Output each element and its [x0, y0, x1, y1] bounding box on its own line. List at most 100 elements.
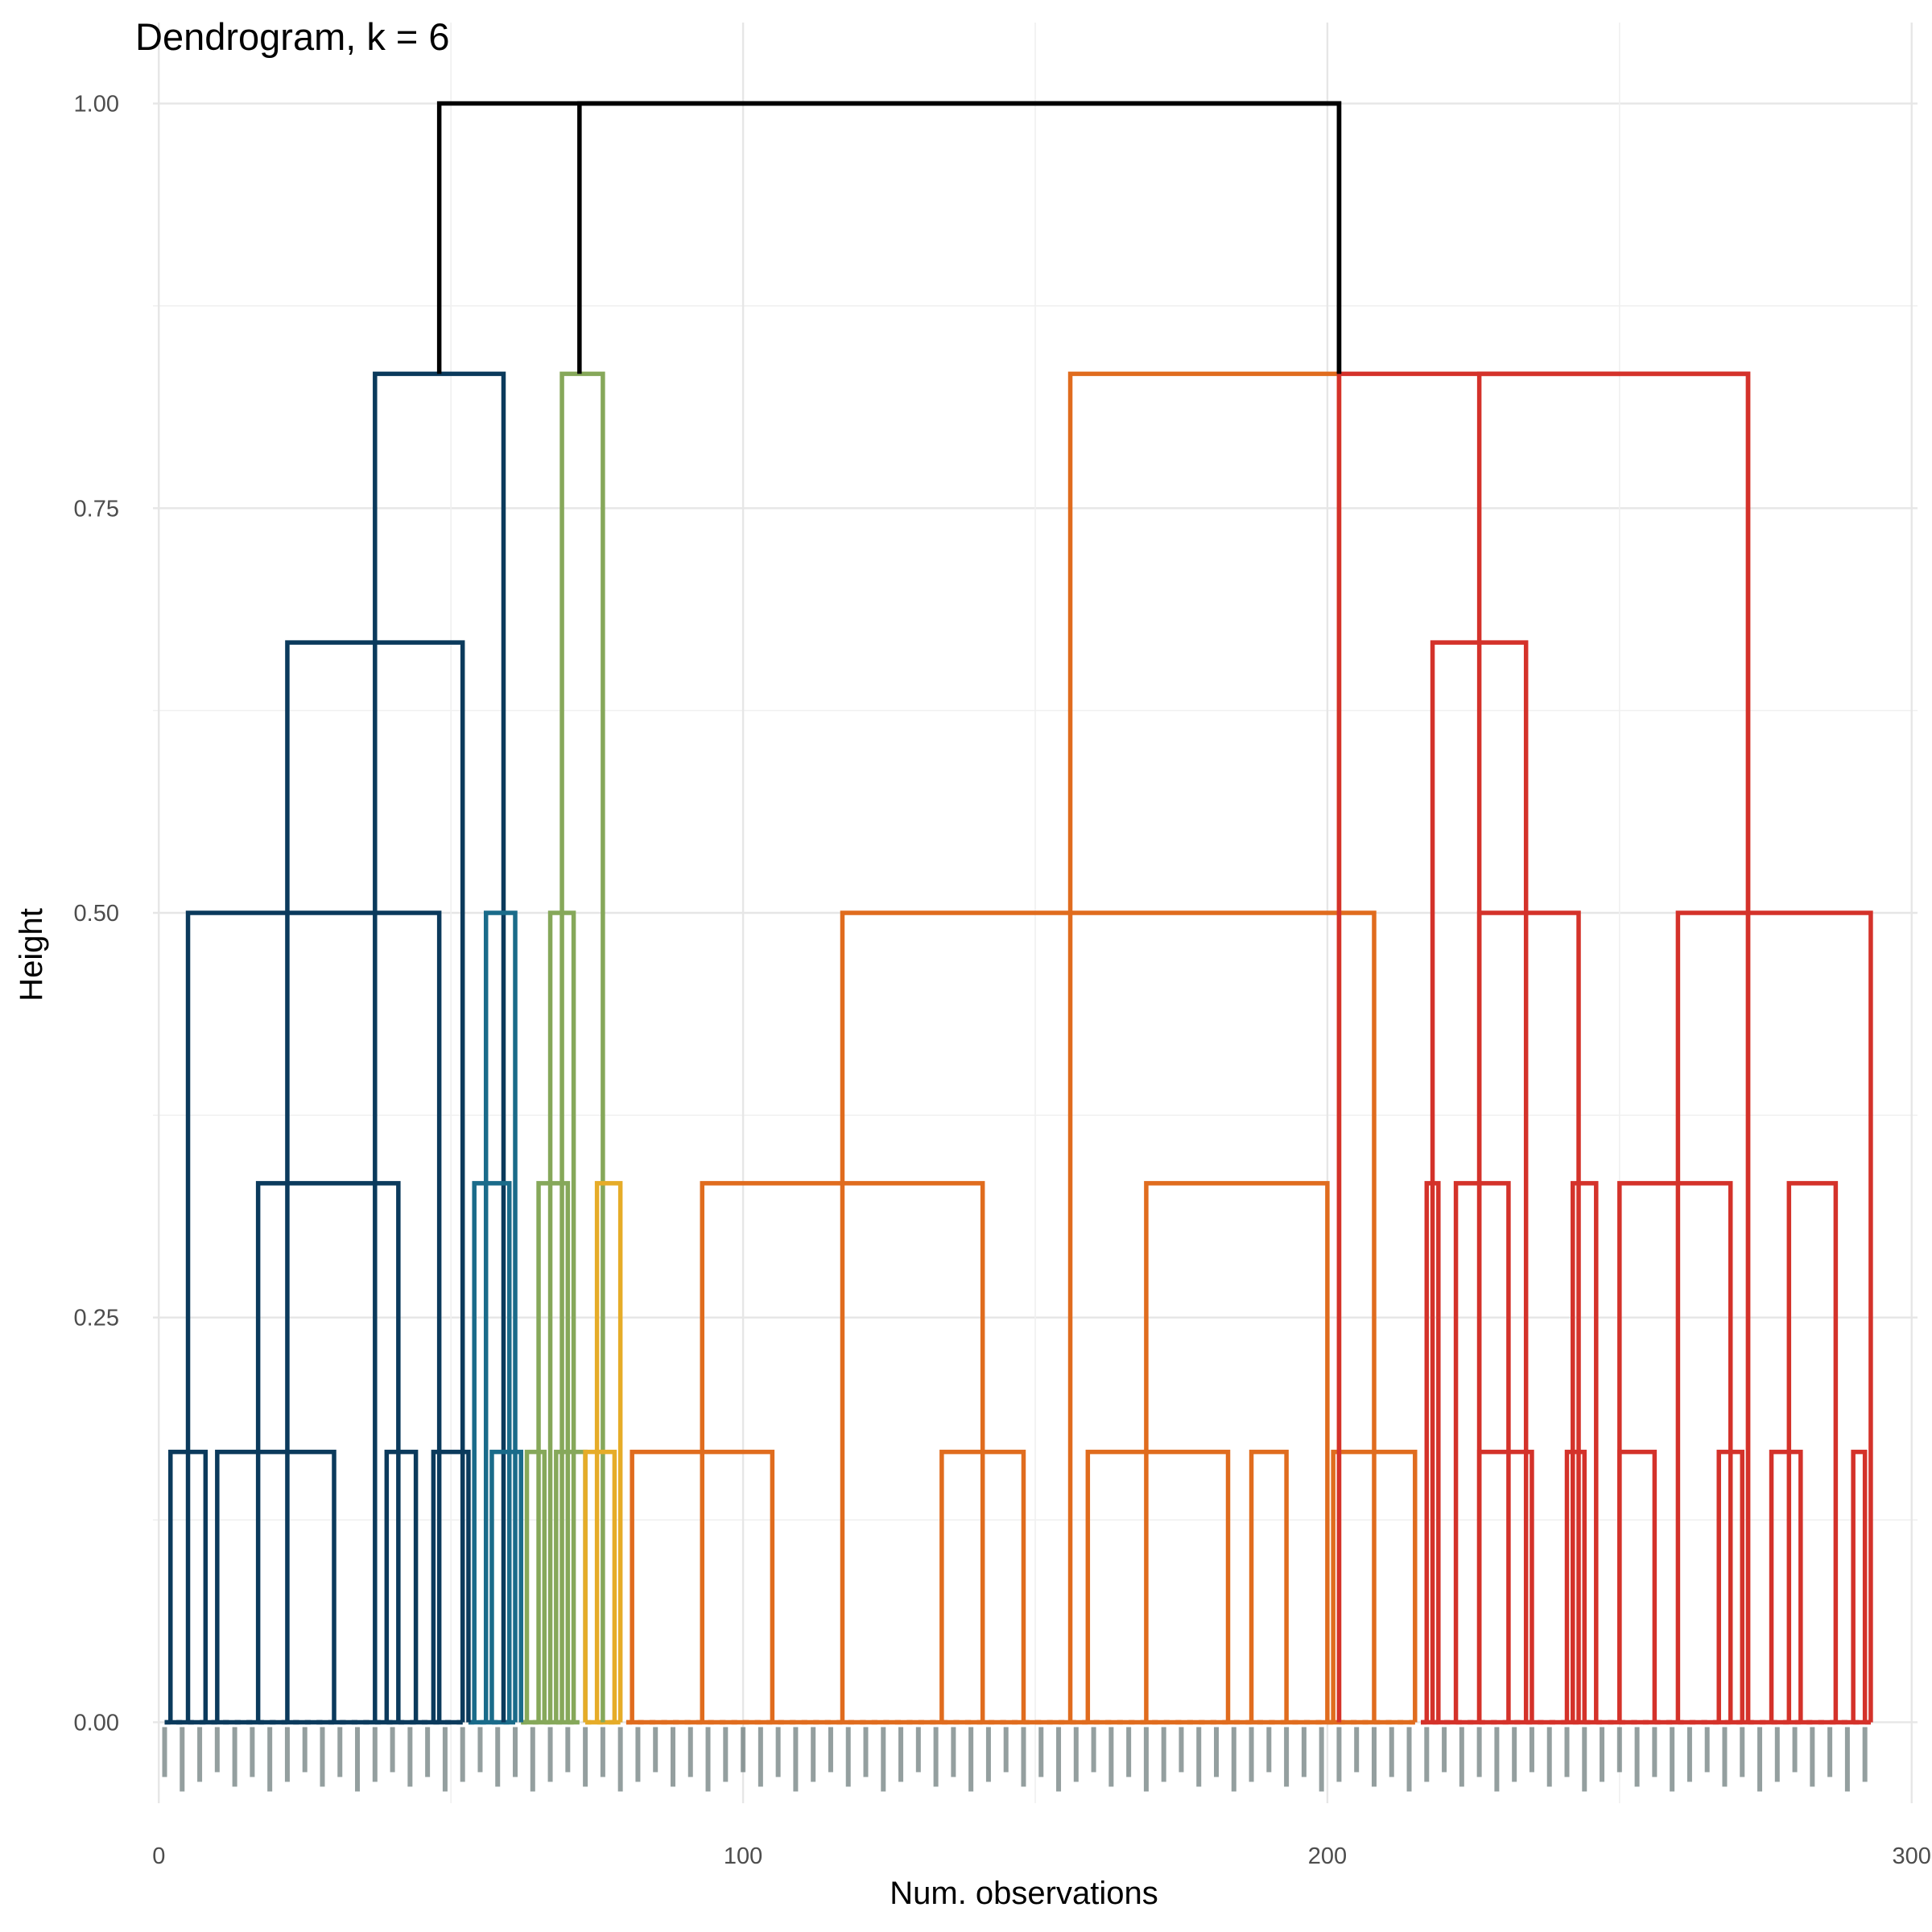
leaf-label-mark	[1616, 1727, 1622, 1773]
leaf-label-mark	[915, 1727, 921, 1773]
leaf-label-mark	[1600, 1727, 1605, 1782]
merge-link-cluster-6	[1617, 1181, 1733, 1723]
leaf-label-mark	[320, 1727, 325, 1787]
merge-link-cluster-5	[1085, 1449, 1231, 1723]
merge-link-cluster-3	[559, 371, 605, 1723]
leaf-label-mark	[337, 1727, 343, 1777]
chart-title: Dendrogram, k = 6	[135, 15, 450, 58]
y-tick-label: 0.00	[74, 1710, 119, 1736]
leaf-label-mark	[250, 1727, 255, 1777]
leaf-label-mark	[863, 1727, 869, 1777]
leaf-label-mark	[1582, 1727, 1587, 1792]
leaf-label-mark	[460, 1727, 465, 1782]
leaf-label-mark	[1810, 1727, 1815, 1787]
leaf-label-mark	[442, 1727, 448, 1792]
leaf-label-mark	[1214, 1727, 1220, 1777]
leaf-label-mark	[513, 1727, 518, 1777]
leaf-label-mark	[1126, 1727, 1132, 1777]
root-link	[436, 101, 1342, 374]
leaf-label-mark	[758, 1727, 763, 1787]
leaf-label-mark	[495, 1727, 501, 1787]
leaf-label-mark	[1459, 1727, 1464, 1787]
x-tick-label: 300	[1893, 1843, 1931, 1869]
merge-link-cluster-4	[594, 1181, 623, 1723]
leaf-label-mark	[477, 1727, 483, 1773]
merge-link-cluster-1	[215, 1449, 336, 1723]
leaf-label-mark	[1108, 1727, 1114, 1787]
leaf-label-mark	[1091, 1727, 1096, 1773]
leaf-label-mark	[284, 1727, 290, 1782]
leaf-label-mark	[1546, 1727, 1552, 1787]
leaf-label-mark	[1774, 1727, 1780, 1782]
leaf-label-mark	[1249, 1727, 1254, 1782]
leaf-label-mark	[1442, 1727, 1447, 1773]
merge-link-cluster-4	[583, 1449, 617, 1723]
leaf-label-mark	[1354, 1727, 1360, 1773]
merge-link-cluster-1	[431, 1449, 471, 1723]
leaf-label-mark	[1652, 1727, 1657, 1777]
leaf-label-mark	[1827, 1727, 1833, 1777]
leaf-label-mark	[600, 1727, 605, 1777]
merge-link-cluster-2	[483, 910, 518, 1723]
merge-link-cluster-3	[536, 1181, 571, 1723]
merge-link-cluster-3	[524, 1449, 547, 1723]
leaf-label-mark	[1179, 1727, 1184, 1773]
leaf-label-mark	[1406, 1727, 1412, 1792]
x-axis-ticks: 0 100 200 300	[152, 1843, 1931, 1869]
leaf-label-mark	[1196, 1727, 1202, 1787]
leaf-label-mark	[1844, 1727, 1850, 1792]
leaf-label-mark	[1792, 1727, 1798, 1773]
leaf-label-mark	[583, 1727, 588, 1787]
merge-link-cluster-5	[840, 910, 1377, 1723]
leaf-label-mark	[775, 1727, 781, 1777]
leaf-label-mark	[1757, 1727, 1763, 1792]
leaf-label-mark	[617, 1727, 623, 1792]
merge-link-cluster-6	[1571, 1181, 1599, 1723]
leaf-label-mark	[1301, 1727, 1307, 1777]
leaf-label-mark	[180, 1727, 185, 1792]
x-tick-label: 0	[152, 1843, 165, 1869]
merge-link-cluster-6	[1453, 1181, 1511, 1723]
leaf-label-mark	[635, 1727, 641, 1782]
leaf-label-mark	[355, 1727, 361, 1792]
merge-link-cluster-6	[1564, 1449, 1587, 1723]
merge-link-cluster-6	[1476, 371, 1751, 1723]
leaf-label-mark	[1634, 1727, 1640, 1787]
y-axis-ticks: 0.00 0.25 0.50 0.75 1.00	[74, 92, 119, 1736]
leaf-label-mark	[390, 1727, 395, 1773]
x-tick-label: 200	[1308, 1843, 1347, 1869]
leaf-label-mark	[1476, 1727, 1482, 1777]
leaf-label-mark	[1686, 1727, 1692, 1782]
leaf-label-mark	[1862, 1727, 1868, 1782]
leaf-label-mark	[1284, 1727, 1290, 1787]
leaf-label-mark	[1231, 1727, 1236, 1792]
y-tick-label: 0.50	[74, 901, 119, 927]
leaf-label-mark	[1021, 1727, 1026, 1787]
leaf-label-mark	[1038, 1727, 1044, 1777]
merge-link-cluster-5	[1144, 1181, 1330, 1723]
y-tick-label: 0.25	[74, 1306, 119, 1331]
x-axis-title: Num. observations	[890, 1876, 1158, 1911]
leaf-label-mark	[705, 1727, 711, 1792]
merge-link-cluster-6	[1617, 1449, 1657, 1723]
leaf-label-mark	[1529, 1727, 1534, 1773]
leaf-label-mark	[898, 1727, 904, 1782]
leaf-label-mark	[653, 1727, 658, 1773]
leaf-label-mark	[968, 1727, 974, 1792]
leaf-label-mark	[1722, 1727, 1728, 1787]
leaf-label-mark	[1704, 1727, 1710, 1773]
leaf-label-mark	[162, 1727, 167, 1777]
merge-link-cluster-2	[489, 1449, 524, 1723]
leaf-label-mark	[197, 1727, 203, 1782]
leaf-label-mark	[670, 1727, 675, 1787]
leaf-label-mark	[214, 1727, 220, 1773]
leaf-label-mark	[1056, 1727, 1062, 1792]
merge-link-cluster-6	[1769, 1449, 1803, 1723]
leaf-label-mark	[407, 1727, 413, 1787]
merge-link-cluster-1	[384, 1449, 419, 1723]
leaf-label-mark	[530, 1727, 535, 1792]
leaf-labels	[162, 1727, 1868, 1792]
leaf-label-mark	[267, 1727, 273, 1792]
